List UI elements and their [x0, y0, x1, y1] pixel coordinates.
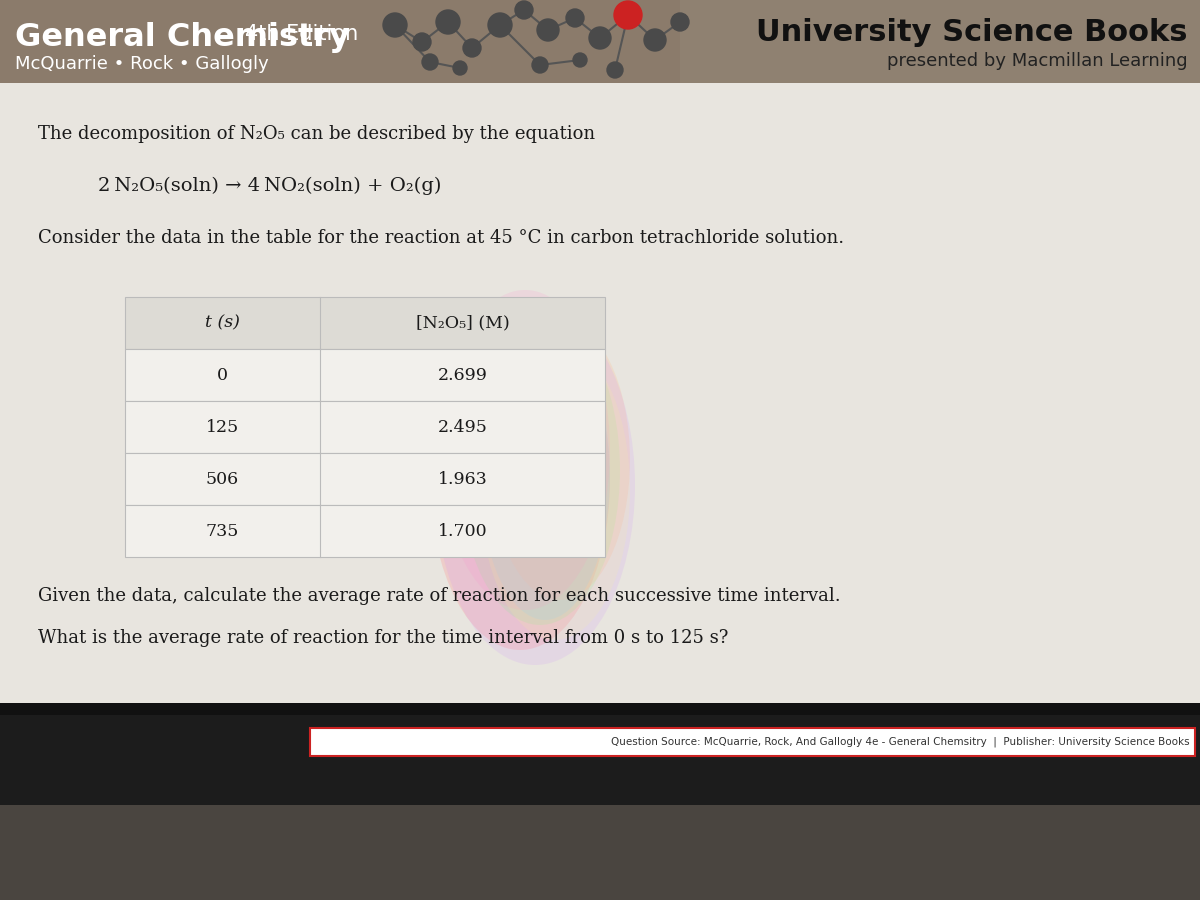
Text: 735: 735	[206, 523, 239, 539]
Circle shape	[488, 13, 512, 37]
Bar	[0, 703, 1200, 715]
Text: The decomposition of N₂O₅ can be described by the equation: The decomposition of N₂O₅ can be describ…	[38, 125, 595, 143]
Text: 506: 506	[206, 471, 239, 488]
Text: Question Source: McQuarrie, Rock, And Gallogly 4e - General Chemsitry  |  Publis: Question Source: McQuarrie, Rock, And Ga…	[611, 737, 1190, 747]
Ellipse shape	[440, 290, 610, 610]
Text: Given the data, calculate the average rate of reaction for each successive time : Given the data, calculate the average ra…	[38, 587, 841, 605]
Ellipse shape	[480, 340, 630, 640]
Text: 2.699: 2.699	[438, 366, 487, 383]
Bar	[125, 349, 605, 401]
Circle shape	[422, 54, 438, 70]
Circle shape	[607, 62, 623, 78]
Ellipse shape	[460, 315, 620, 625]
Circle shape	[454, 61, 467, 75]
Circle shape	[532, 57, 548, 73]
Bar	[310, 728, 1195, 756]
Bar	[0, 0, 1200, 83]
Circle shape	[644, 29, 666, 51]
Text: General Chemistry: General Chemistry	[14, 22, 350, 53]
Ellipse shape	[436, 305, 635, 665]
Bar	[0, 715, 1200, 900]
Circle shape	[589, 27, 611, 49]
Bar	[0, 805, 1200, 900]
Text: 1.700: 1.700	[438, 523, 487, 539]
Text: 2.495: 2.495	[438, 418, 487, 436]
Text: [N₂O₅] (M): [N₂O₅] (M)	[415, 314, 509, 331]
Bar	[125, 401, 605, 453]
Text: 2 N₂O₅(soln) → 4 NO₂(soln) + O₂(g): 2 N₂O₅(soln) → 4 NO₂(soln) + O₂(g)	[98, 177, 442, 195]
Circle shape	[463, 39, 481, 57]
Circle shape	[515, 1, 533, 19]
Text: 0: 0	[217, 366, 228, 383]
Text: University Science Books: University Science Books	[756, 18, 1188, 47]
Bar	[125, 505, 605, 557]
Bar	[125, 297, 605, 349]
Circle shape	[538, 19, 559, 41]
Circle shape	[614, 1, 642, 29]
Text: 1.963: 1.963	[438, 471, 487, 488]
Text: 125: 125	[206, 418, 239, 436]
Text: t (s): t (s)	[205, 314, 240, 331]
Ellipse shape	[430, 310, 610, 650]
Text: Consider the data in the table for the reaction at 45 °C in carbon tetrachloride: Consider the data in the table for the r…	[38, 229, 844, 247]
Circle shape	[436, 10, 460, 34]
Bar	[125, 453, 605, 505]
Circle shape	[413, 33, 431, 51]
Text: 4th Edition: 4th Edition	[245, 24, 359, 44]
Ellipse shape	[490, 320, 630, 600]
Text: What is the average rate of reaction for the time interval from 0 s to 125 s?: What is the average rate of reaction for…	[38, 629, 728, 647]
Bar	[680, 0, 1200, 83]
Ellipse shape	[480, 330, 610, 620]
Text: McQuarrie • Rock • Gallogly: McQuarrie • Rock • Gallogly	[14, 55, 269, 73]
Circle shape	[566, 9, 584, 27]
Text: presented by Macmillan Learning: presented by Macmillan Learning	[887, 52, 1188, 70]
Circle shape	[671, 13, 689, 31]
Circle shape	[574, 53, 587, 67]
Circle shape	[383, 13, 407, 37]
